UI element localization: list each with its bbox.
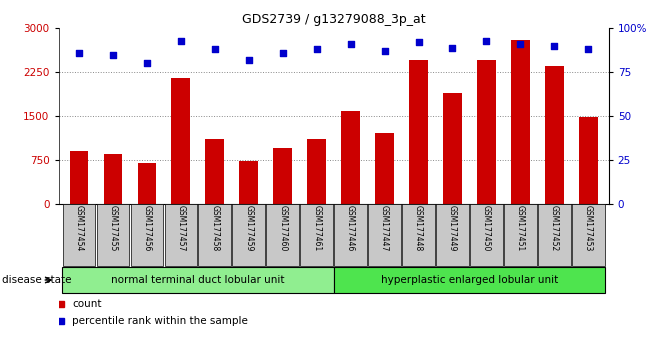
Point <box>346 41 356 47</box>
Bar <box>70 151 89 204</box>
Bar <box>579 117 598 204</box>
Bar <box>171 78 190 204</box>
Point <box>210 46 220 52</box>
Bar <box>104 154 122 204</box>
Text: GSM177452: GSM177452 <box>550 205 559 252</box>
Point <box>447 45 458 50</box>
Text: GSM177453: GSM177453 <box>584 205 593 252</box>
Text: GSM177449: GSM177449 <box>448 205 457 252</box>
Point <box>277 50 288 56</box>
Text: GSM177450: GSM177450 <box>482 205 491 252</box>
Bar <box>307 139 326 204</box>
Text: GSM177448: GSM177448 <box>414 205 423 252</box>
FancyBboxPatch shape <box>300 204 333 266</box>
FancyBboxPatch shape <box>62 267 333 293</box>
FancyBboxPatch shape <box>572 204 605 266</box>
Text: GSM177455: GSM177455 <box>109 205 117 252</box>
FancyBboxPatch shape <box>504 204 536 266</box>
Text: GSM177446: GSM177446 <box>346 205 355 252</box>
Point <box>142 61 152 66</box>
Point <box>176 38 186 44</box>
Bar <box>341 111 360 204</box>
Point <box>413 40 424 45</box>
FancyBboxPatch shape <box>62 204 95 266</box>
FancyBboxPatch shape <box>436 204 469 266</box>
Bar <box>375 133 394 204</box>
Bar <box>273 148 292 204</box>
Bar <box>511 40 530 204</box>
Point <box>380 48 390 54</box>
Bar <box>409 61 428 204</box>
FancyBboxPatch shape <box>402 204 435 266</box>
Point <box>243 57 254 63</box>
FancyBboxPatch shape <box>368 204 401 266</box>
Text: GSM177454: GSM177454 <box>74 205 83 252</box>
Point <box>74 50 84 56</box>
Point <box>311 46 322 52</box>
Text: GSM177447: GSM177447 <box>380 205 389 252</box>
Point <box>583 46 594 52</box>
Bar <box>206 139 224 204</box>
Text: count: count <box>72 299 102 309</box>
FancyBboxPatch shape <box>333 267 605 293</box>
Text: GSM177456: GSM177456 <box>143 205 152 252</box>
Point <box>481 38 492 44</box>
FancyBboxPatch shape <box>199 204 231 266</box>
FancyBboxPatch shape <box>538 204 571 266</box>
Text: GSM177460: GSM177460 <box>278 205 287 252</box>
FancyBboxPatch shape <box>266 204 299 266</box>
Bar <box>443 93 462 204</box>
Bar <box>137 163 156 204</box>
Text: GSM177461: GSM177461 <box>312 205 321 252</box>
FancyBboxPatch shape <box>470 204 503 266</box>
Bar <box>240 161 258 204</box>
Title: GDS2739 / g13279088_3p_at: GDS2739 / g13279088_3p_at <box>242 13 426 26</box>
Bar <box>477 61 496 204</box>
Text: GSM177457: GSM177457 <box>176 205 186 252</box>
FancyBboxPatch shape <box>232 204 265 266</box>
FancyBboxPatch shape <box>165 204 197 266</box>
Bar <box>545 66 564 204</box>
Text: GSM177458: GSM177458 <box>210 205 219 252</box>
Text: percentile rank within the sample: percentile rank within the sample <box>72 316 248 326</box>
Text: hyperplastic enlarged lobular unit: hyperplastic enlarged lobular unit <box>381 275 558 285</box>
Point <box>107 52 118 57</box>
FancyBboxPatch shape <box>335 204 367 266</box>
Point <box>515 41 525 47</box>
Text: normal terminal duct lobular unit: normal terminal duct lobular unit <box>111 275 284 285</box>
Text: disease state: disease state <box>2 275 72 285</box>
FancyBboxPatch shape <box>96 204 129 266</box>
Point <box>549 43 560 49</box>
Text: GSM177459: GSM177459 <box>244 205 253 252</box>
Text: GSM177451: GSM177451 <box>516 205 525 252</box>
FancyBboxPatch shape <box>131 204 163 266</box>
